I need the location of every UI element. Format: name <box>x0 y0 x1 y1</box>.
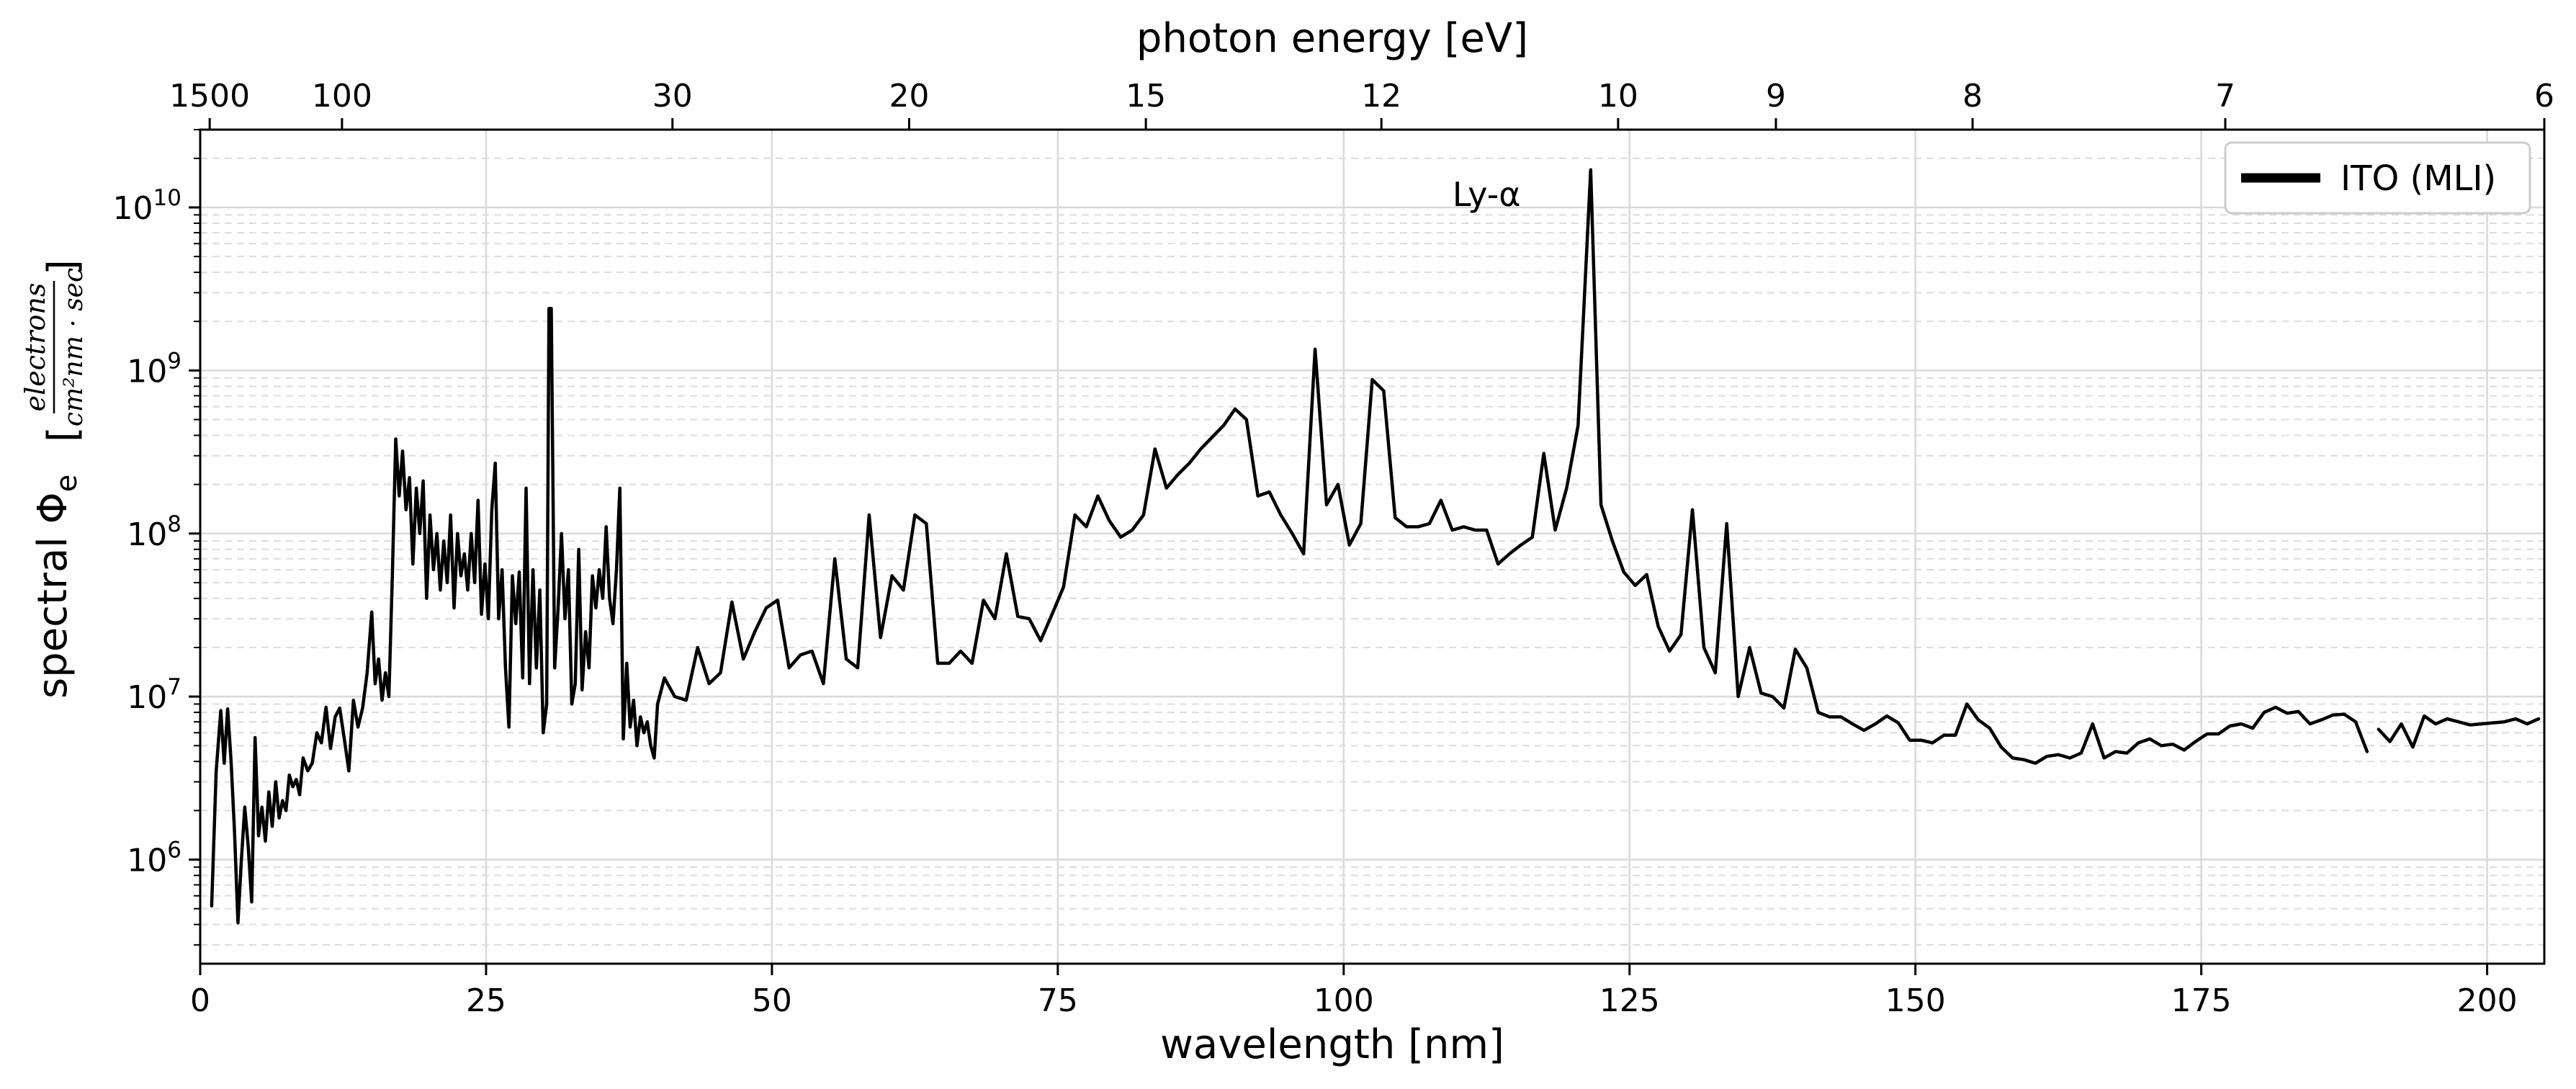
x-tick-label: 100 <box>1314 982 1374 1019</box>
data-series <box>210 168 2541 925</box>
x-tick-label: 200 <box>2457 982 2518 1019</box>
top-tick-label: 20 <box>889 78 929 115</box>
y-axis-unit-bracket-right: ] <box>40 259 86 275</box>
legend: ITO (MLI) <box>2224 141 2531 215</box>
top-tick-label: 15 <box>1126 78 1166 115</box>
y-axis-unit-denominator: cm²nm · sec <box>59 268 89 426</box>
grid-lines <box>199 129 2544 964</box>
y-tick-base: 10 <box>127 843 167 879</box>
y-tick-base: 10 <box>127 353 167 390</box>
top-tick-label: 30 <box>652 78 693 115</box>
annotation-ly-alpha: Ly-α <box>1453 175 1521 214</box>
y-tick-label: 108 <box>127 511 181 553</box>
legend-box <box>2224 141 2531 215</box>
y-tick-base: 10 <box>127 516 167 553</box>
y-axis-title-main: spectral Φ <box>30 492 76 699</box>
top-axis-title: photon energy [eV] <box>1136 15 1528 62</box>
top-tick-label: 10 <box>1598 78 1638 115</box>
y-tick-label: 109 <box>127 348 181 390</box>
y-axis-unit-bracket-left: [ <box>40 426 86 442</box>
y-tick-base: 10 <box>113 190 153 227</box>
legend-label: ITO (MLI) <box>2341 158 2496 199</box>
series-line-ito-mli <box>2377 714 2541 749</box>
x-tick-label: 0 <box>190 982 210 1019</box>
x-tick-label: 75 <box>1038 982 1078 1019</box>
top-tick-label: 7 <box>2215 78 2235 115</box>
top-tick-label: 12 <box>1361 78 1401 115</box>
top-tick-label: 100 <box>312 78 372 115</box>
y-tick-label: 106 <box>127 838 181 879</box>
x-tick-label: 175 <box>2171 982 2232 1019</box>
x-tick-label: 125 <box>1599 982 1660 1019</box>
top-tick-label: 1500 <box>169 78 250 115</box>
x-axis-title: wavelength [nm] <box>1160 1021 1504 1068</box>
top-tick-label: 9 <box>1766 78 1786 115</box>
y-tick-exponent: 6 <box>167 838 181 864</box>
y-axis-title-subscript: e <box>50 475 84 493</box>
y-tick-base: 10 <box>127 679 167 716</box>
top-tick-label: 6 <box>2534 78 2554 115</box>
y-axis-title: spectral Φe [ electrons cm²nm · sec ] <box>19 259 89 699</box>
series-line-ito-mli <box>210 168 2369 925</box>
x-axis-photon-energy: 1500 100 30 20 15 12 10 9 8 7 6 <box>169 78 2554 130</box>
y-tick-label: 1010 <box>113 185 181 227</box>
plot-frame <box>199 128 2546 965</box>
x-axis-wavelength: 0 25 50 75 100 125 150 175 200 <box>190 964 2518 1019</box>
x-tick-label: 25 <box>466 982 506 1019</box>
y-tick-exponent: 8 <box>167 511 181 537</box>
x-tick-label: 150 <box>1885 982 1946 1019</box>
y-axis-unit-numerator: electrons <box>19 283 51 412</box>
y-tick-exponent: 7 <box>167 674 181 700</box>
top-tick-label: 8 <box>1962 78 1983 115</box>
x-tick-label: 50 <box>752 982 792 1019</box>
svg-text:spectral Φe: spectral Φe <box>30 475 84 699</box>
y-tick-label: 107 <box>127 674 181 716</box>
y-tick-exponent: 9 <box>167 348 181 374</box>
y-tick-exponent: 10 <box>153 185 181 211</box>
